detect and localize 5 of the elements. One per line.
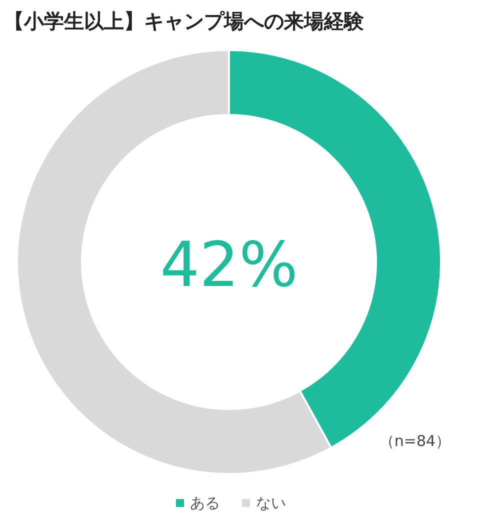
text: 42%	[160, 228, 298, 301]
legend-label: ない	[256, 494, 286, 512]
text: （n=84）	[379, 432, 451, 450]
legend-label: ある	[190, 494, 220, 512]
chart-title: 【小学生以上】キャンプ場への来場経験	[4, 9, 365, 33]
